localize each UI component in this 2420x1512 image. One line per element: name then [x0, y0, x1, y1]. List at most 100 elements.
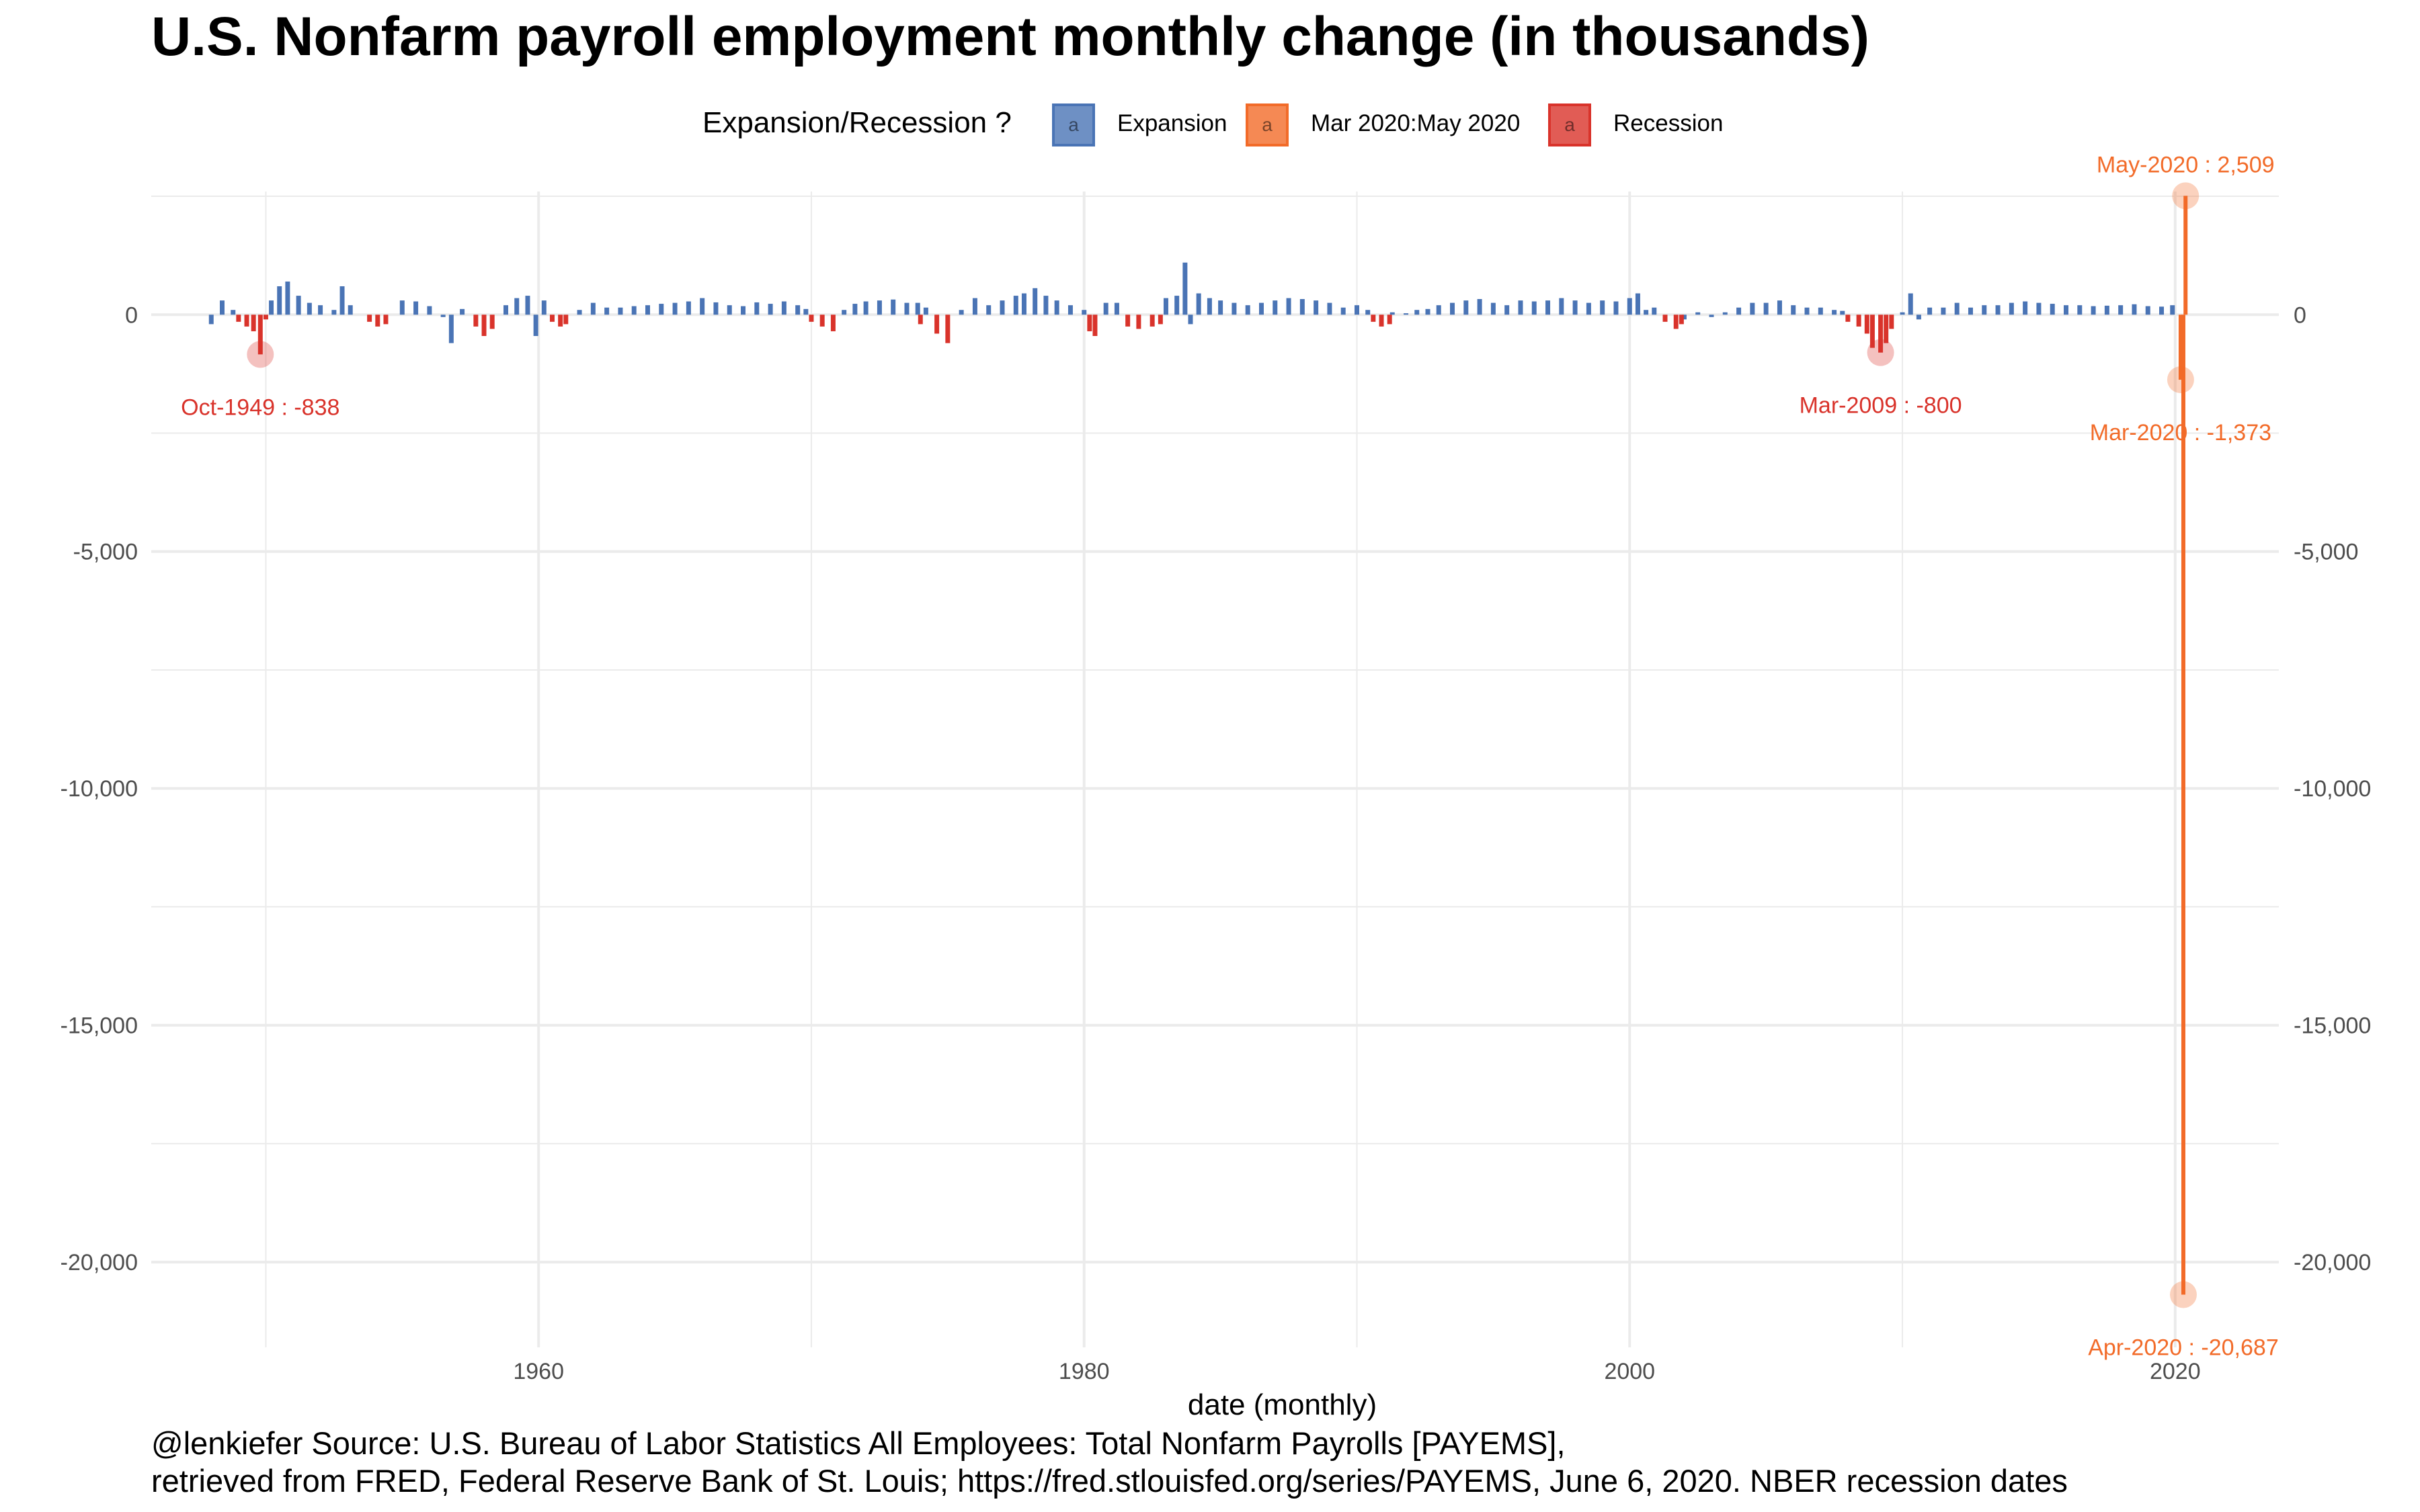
bar [1878, 314, 1884, 353]
bar [2159, 306, 2165, 315]
x-tick-label: 1960 [513, 1359, 564, 1384]
bar [1033, 288, 1038, 315]
highlight-point [247, 341, 274, 368]
bar [1840, 310, 1845, 315]
bar [257, 314, 263, 355]
bar [1436, 305, 1441, 315]
chart-title: U.S. Nonfarm payroll employment monthly … [151, 6, 1869, 67]
bar [1314, 300, 1319, 315]
bar [781, 301, 787, 315]
bar [1709, 314, 1714, 317]
bar [1000, 300, 1005, 315]
bar [549, 314, 555, 322]
bar [1463, 300, 1469, 315]
bar [1927, 307, 1933, 315]
bar [383, 314, 389, 325]
bar [558, 314, 563, 327]
x-tick-label: 1980 [1059, 1359, 1110, 1384]
bar [986, 305, 992, 315]
legend: Expansion/Recession ? a Expansion a Mar … [0, 103, 2420, 153]
bar [1864, 314, 1869, 334]
bar [877, 300, 882, 315]
annotation-label: Mar-2020 : -1,373 [2090, 420, 2271, 446]
bar [1182, 262, 1188, 315]
bar [631, 306, 637, 315]
bar [481, 314, 487, 336]
bar [448, 314, 454, 343]
caption-line-1: @lenkiefer Source: U.S. Bureau of Labor … [151, 1425, 1566, 1461]
bar [1777, 300, 1782, 315]
bar [1600, 300, 1605, 315]
bar [2077, 305, 2083, 315]
bar [686, 301, 691, 315]
bar [2132, 304, 2137, 315]
bar [1477, 299, 1482, 315]
bar [1013, 296, 1018, 315]
bar [1763, 302, 1769, 315]
bar [1662, 314, 1668, 322]
bar [277, 286, 282, 315]
y-tick-label-left: -10,000 [61, 776, 138, 802]
bar [1644, 310, 1649, 315]
y-tick-label-right: -20,000 [2294, 1250, 2371, 1275]
bar [1869, 314, 1875, 348]
bar [2183, 196, 2188, 315]
bar [2118, 305, 2124, 315]
bar [427, 306, 432, 315]
y-tick-label-right: -5,000 [2294, 540, 2358, 565]
highlight-point [2169, 1281, 2197, 1308]
legend-key-glyph: a [1068, 114, 1079, 135]
bar [1845, 314, 1851, 322]
bar [1327, 302, 1332, 315]
bar [525, 296, 530, 315]
bar [2181, 314, 2185, 1295]
bar [2170, 305, 2175, 315]
bar [1613, 301, 1619, 315]
bar [331, 310, 337, 315]
bar [1450, 302, 1455, 315]
bar [891, 299, 896, 315]
bar [1750, 302, 1755, 315]
bar [375, 314, 380, 327]
legend-key-covid: a [1246, 103, 1289, 146]
bar [2091, 306, 2096, 315]
bar [220, 300, 225, 315]
bar [915, 302, 920, 315]
bar [972, 298, 977, 315]
bar [795, 305, 801, 315]
bar [1371, 314, 1376, 322]
bar [1804, 307, 1810, 315]
bar [1681, 314, 1687, 320]
bar [1916, 314, 1921, 320]
bar [700, 298, 705, 315]
bar [514, 298, 520, 315]
bar [1114, 302, 1119, 315]
bar [1559, 298, 1564, 315]
bar [1679, 314, 1684, 325]
bar [440, 314, 446, 317]
highlight-point [1867, 339, 1894, 366]
annotation-label: May-2020 : 2,509 [2097, 152, 2275, 177]
bar [1652, 307, 1657, 315]
bar [541, 300, 547, 315]
bar [2009, 302, 2014, 315]
y-tick-label-left: -5,000 [73, 540, 138, 565]
bar [1232, 302, 1237, 315]
x-axis-label: date (monthly) [1188, 1388, 1377, 1421]
bar [1092, 314, 1098, 336]
bar [1695, 312, 1701, 315]
bar [1968, 307, 1973, 315]
bar [754, 302, 760, 315]
bar [2064, 305, 2068, 315]
bar [1736, 307, 1742, 315]
bar [1103, 302, 1108, 315]
bar [460, 308, 465, 315]
bar [1673, 314, 1679, 329]
bar [809, 314, 814, 322]
bar [2104, 305, 2109, 315]
bar [618, 307, 623, 315]
bar [590, 302, 596, 315]
bar [2036, 302, 2042, 315]
bar [1021, 293, 1026, 315]
bar [236, 314, 241, 322]
